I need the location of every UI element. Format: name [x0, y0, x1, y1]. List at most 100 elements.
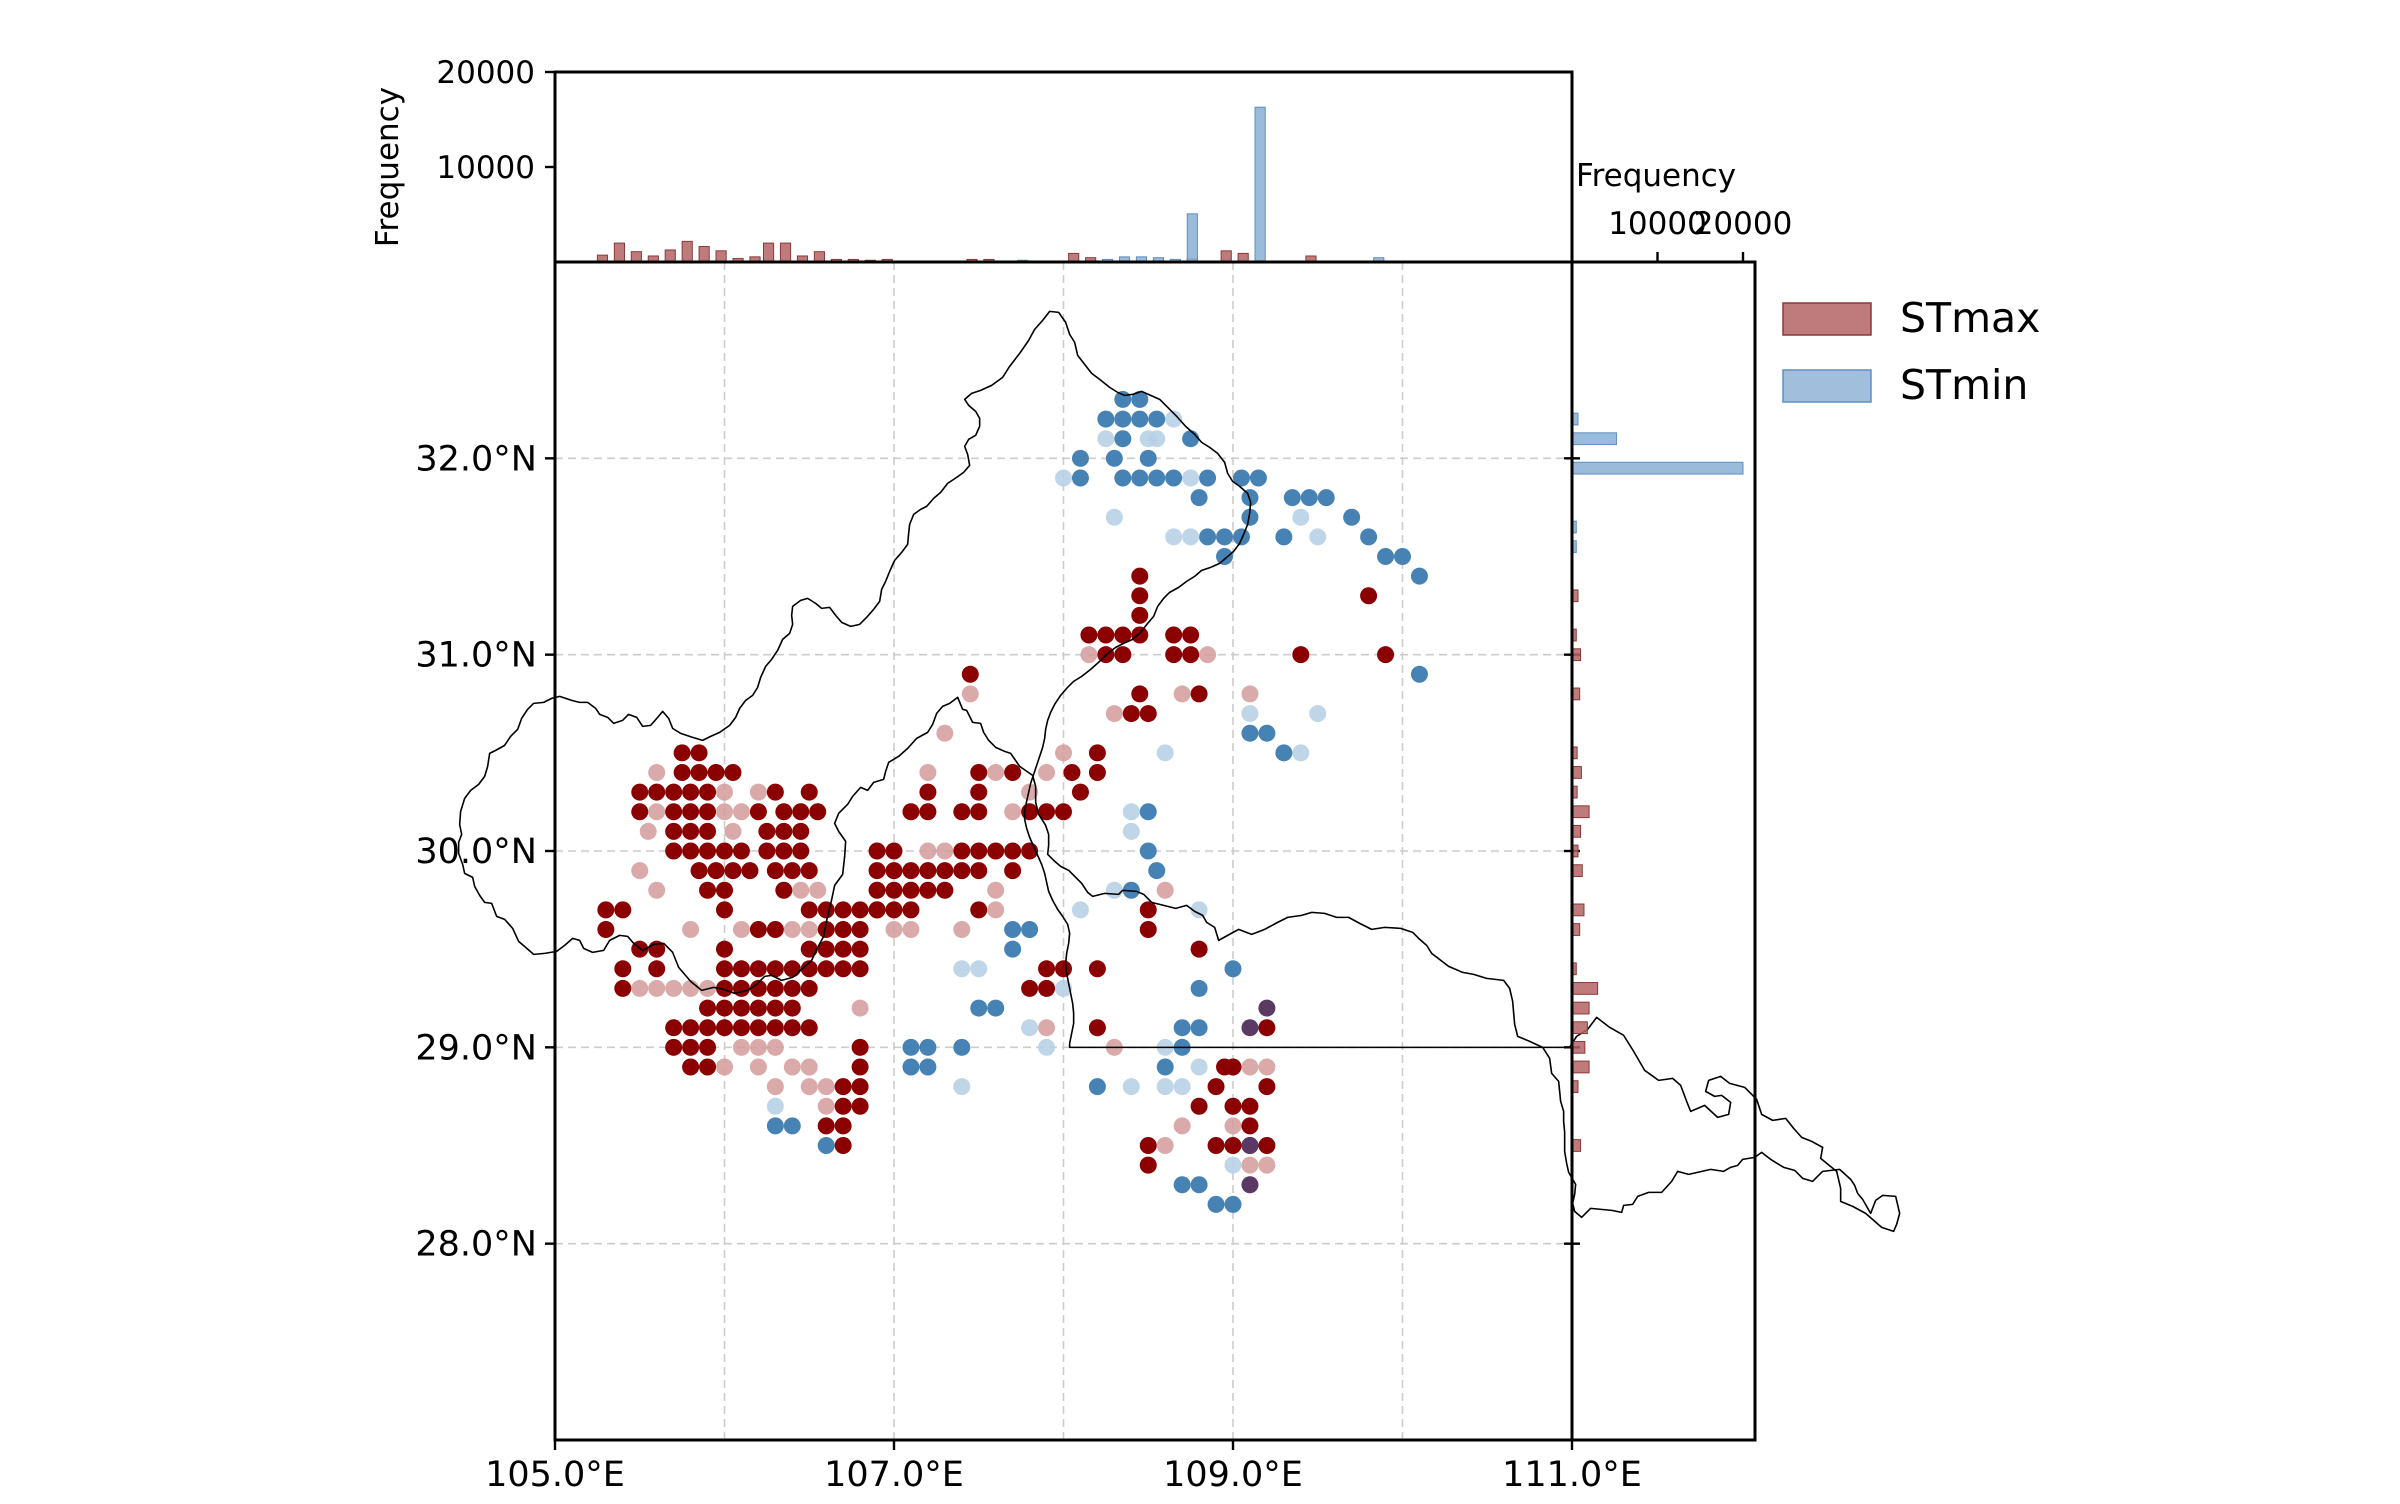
stmin-light-point-25 — [1156, 1078, 1174, 1096]
stmin-light-point-27 — [1190, 1058, 1208, 1076]
stmax-point-149 — [1088, 763, 1106, 781]
stmin-point-32 — [1394, 548, 1411, 565]
stmin-point-40 — [1139, 842, 1157, 860]
legend-swatch-1 — [1782, 369, 1872, 403]
stmax-point-136 — [970, 901, 988, 919]
stmin-point-63 — [919, 1058, 937, 1076]
stmax-point-96 — [766, 1019, 784, 1037]
stmin-point-29 — [1275, 528, 1293, 546]
stmax-point-109 — [851, 1097, 869, 1115]
stmax-point-179 — [1190, 940, 1208, 958]
stmax-point-24 — [758, 822, 776, 840]
stmax-point-184 — [1224, 1097, 1242, 1115]
stmax-point-57 — [834, 921, 852, 939]
stmin-light-point-20 — [970, 960, 988, 978]
stmax-point-128 — [987, 842, 1005, 860]
stmax-point-54 — [749, 921, 767, 939]
stmin-light-point-22 — [1021, 1019, 1039, 1037]
stmax-point-101 — [699, 1038, 717, 1056]
stmin-point-21 — [1283, 489, 1301, 507]
stmax-point-124 — [936, 862, 954, 880]
stmax-light-point-41 — [919, 763, 937, 781]
stmin-point-7 — [1182, 430, 1200, 448]
stmax-light-point-51 — [1241, 685, 1259, 703]
main-grid — [555, 262, 1572, 1440]
stmax-light-point-61 — [1241, 1156, 1259, 1174]
stmax-point-17 — [749, 803, 767, 821]
right-hist-stmax-bar-16 — [1571, 1021, 1588, 1035]
stmax-light-point-31 — [817, 1097, 835, 1115]
right-hist-stmax-bar-7 — [1571, 805, 1590, 819]
stmax-point-129 — [1004, 842, 1022, 860]
stmax-light-point-43 — [987, 763, 1005, 781]
top-hist-tick-label-0: 20000 — [436, 55, 535, 91]
stmax-point-15 — [682, 803, 700, 821]
stmax-point-46 — [614, 901, 632, 919]
stmax-point-119 — [868, 881, 886, 899]
stmax-light-point-0 — [648, 763, 666, 781]
top-hist-stmax-bar-5 — [681, 240, 693, 263]
stmax-point-145 — [1021, 803, 1039, 821]
stmax-point-154 — [1097, 626, 1115, 644]
stmax-point-148 — [1071, 783, 1089, 801]
stmin-point-39 — [1139, 803, 1157, 821]
stmax-point-84 — [699, 999, 717, 1017]
stmin-point-62 — [902, 1058, 920, 1076]
stmin-point-33 — [1410, 567, 1428, 585]
stmin-point-19 — [1190, 489, 1208, 507]
stmin-light-point-30 — [1122, 1078, 1140, 1096]
stmax-point-36 — [707, 862, 725, 880]
stmax-point-185 — [1241, 1097, 1259, 1115]
stmin-point-10 — [1139, 449, 1157, 467]
stmin-light-point-18 — [1071, 901, 1089, 919]
main-points — [597, 390, 1428, 1213]
stmax-light-point-13 — [732, 921, 750, 939]
stmin-point-11 — [1071, 469, 1089, 487]
stmin-light-point-9 — [1309, 528, 1327, 546]
top-hist-tick-label-1: 10000 — [436, 150, 535, 186]
stmin-point-15 — [1165, 469, 1183, 487]
overlap-point-0 — [1241, 1137, 1259, 1154]
stmax-point-44 — [775, 881, 793, 899]
stmax-point-167 — [1292, 646, 1310, 664]
stmax-point-28 — [682, 842, 700, 860]
right-hist-stmax-bar-17 — [1571, 1040, 1586, 1054]
top-histogram: 20000 10000 Frequency — [370, 55, 1574, 264]
stmax-point-35 — [690, 862, 708, 880]
stmax-point-83 — [800, 979, 818, 997]
stmin-point-27 — [1216, 528, 1234, 546]
stmax-point-31 — [732, 842, 750, 860]
stmax-point-21 — [665, 822, 683, 840]
stmax-point-56 — [817, 921, 835, 939]
stmin-light-point-12 — [1309, 705, 1327, 723]
stmax-point-77 — [614, 979, 632, 997]
stmax-point-143 — [970, 763, 988, 781]
stmax-point-144 — [1038, 803, 1056, 821]
y-tick-label-1: 29.0°N — [415, 1028, 537, 1068]
stmax-point-112 — [834, 1137, 852, 1154]
stmax-point-7 — [648, 783, 666, 801]
stmax-point-0 — [673, 744, 691, 762]
stmin-point-23 — [1317, 489, 1335, 507]
stmax-point-171 — [1139, 705, 1157, 723]
stmax-point-114 — [885, 842, 903, 860]
top-hist-stmax-bar-2 — [630, 251, 642, 263]
stmax-point-126 — [953, 842, 971, 860]
stmin-point-9 — [1105, 449, 1123, 467]
stmax-light-point-53 — [1173, 685, 1191, 703]
right-hist-tick-label-1: 20000 — [1694, 206, 1793, 242]
stmax-point-189 — [1207, 1137, 1225, 1154]
stmax-light-point-60 — [1038, 1019, 1056, 1037]
stmax-light-point-15 — [800, 921, 818, 939]
stmax-point-3 — [690, 763, 708, 781]
stmax-point-50 — [834, 901, 852, 919]
stmax-point-121 — [902, 881, 920, 899]
right-hist-tick-label-0: 10000 — [1608, 206, 1707, 242]
stmax-point-159 — [1131, 606, 1149, 624]
stmax-point-166 — [1131, 685, 1149, 703]
stmax-point-94 — [732, 1019, 750, 1037]
stmax-point-55 — [766, 921, 784, 939]
stmax-point-176 — [1088, 1019, 1106, 1037]
stmin-light-point-17 — [1105, 881, 1123, 899]
stmax-point-158 — [1182, 626, 1200, 644]
